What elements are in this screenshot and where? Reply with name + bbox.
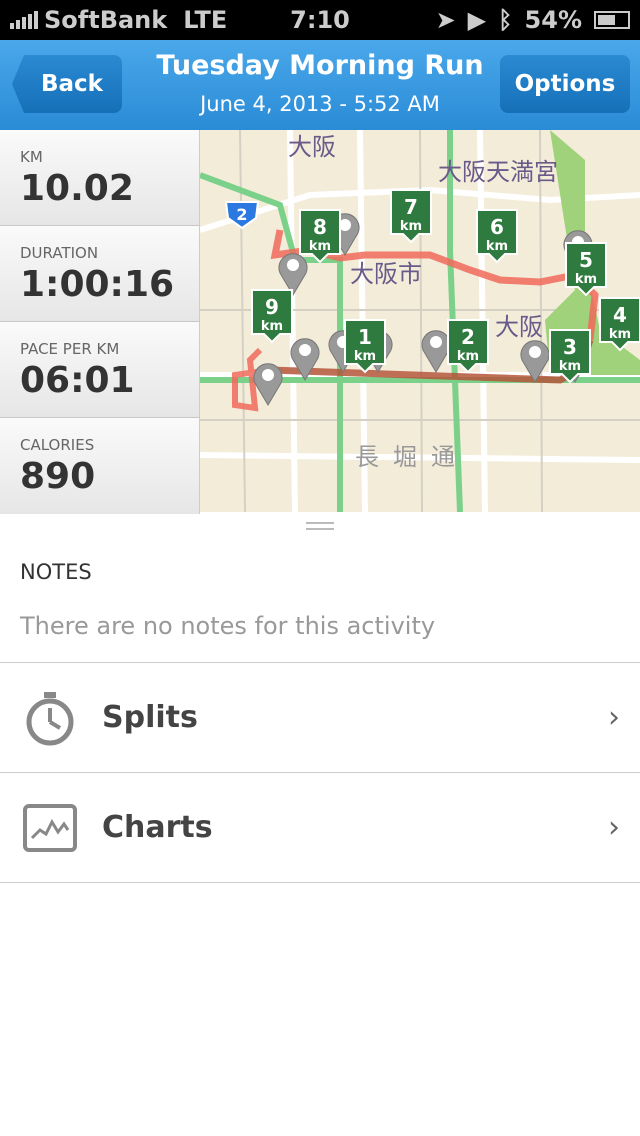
- stat-label: CALORIES: [20, 436, 95, 454]
- svg-text:4: 4: [613, 303, 627, 327]
- carrier: SoftBank: [44, 6, 168, 34]
- svg-text:km: km: [457, 349, 479, 364]
- map-label: 長堀通: [355, 443, 469, 471]
- stat-duration: DURATION 1:00:16: [0, 226, 200, 322]
- stat-pace: PACE PER KM 06:01: [0, 322, 200, 418]
- km-marker-5[interactable]: 5km: [565, 242, 607, 297]
- splits-label: Splits: [102, 700, 198, 735]
- svg-text:km: km: [609, 327, 631, 342]
- km-marker-1[interactable]: 1km: [344, 319, 386, 374]
- chevron-right-icon: ›: [608, 700, 620, 735]
- bluetooth-icon: ᛒ: [498, 6, 513, 34]
- back-button[interactable]: Back: [12, 55, 122, 113]
- km-marker-6[interactable]: 6km: [476, 209, 518, 264]
- map-label: 大阪: [288, 133, 336, 161]
- map-pin[interactable]: [290, 338, 320, 381]
- svg-text:km: km: [261, 319, 283, 334]
- stat-value: 06:01: [20, 360, 135, 401]
- map-pin[interactable]: [278, 253, 308, 296]
- chart-icon: [23, 803, 77, 852]
- km-marker-3[interactable]: 3km: [549, 329, 591, 384]
- map-pin[interactable]: [421, 330, 451, 373]
- km-marker-8[interactable]: 8km: [299, 209, 341, 264]
- nav-bar: Back Tuesday Morning Run June 4, 2013 - …: [0, 40, 640, 130]
- chevron-right-icon: ›: [608, 810, 620, 845]
- map-label: 大阪: [495, 313, 543, 341]
- page-subtitle: June 4, 2013 - 5:52 AM: [200, 92, 440, 116]
- stat-distance: KM 10.02: [0, 130, 200, 226]
- notes-heading: NOTES: [20, 560, 92, 584]
- drag-handle[interactable]: [306, 522, 334, 530]
- map-pin[interactable]: [253, 363, 283, 406]
- battery-percent: 54%: [524, 6, 582, 34]
- km-marker-4[interactable]: 4km: [599, 297, 640, 352]
- svg-text:km: km: [575, 272, 597, 287]
- route-map[interactable]: 大阪 大阪天満宮 大阪市 大阪 長堀通 2 1 km 2 km 3 km 4 km 5 km 6 km…: [200, 130, 640, 512]
- svg-text:km: km: [559, 359, 581, 374]
- km-marker-9[interactable]: 9km: [251, 289, 293, 344]
- charts-row[interactable]: Charts ›: [0, 772, 640, 882]
- km-marker-7[interactable]: 7km: [390, 189, 432, 244]
- splits-row[interactable]: Splits ›: [0, 662, 640, 772]
- stat-value: 1:00:16: [20, 264, 175, 305]
- svg-text:3: 3: [563, 335, 577, 359]
- svg-text:7: 7: [404, 195, 418, 219]
- location-icon: ➤: [435, 6, 456, 34]
- stat-label: DURATION: [20, 244, 99, 262]
- network: LTE: [183, 6, 228, 34]
- map-label: 大阪天満宮: [438, 158, 558, 186]
- notes-text[interactable]: There are no notes for this activity: [20, 612, 436, 640]
- svg-text:2: 2: [236, 205, 247, 224]
- signal-icon: [10, 11, 38, 29]
- svg-text:km: km: [354, 349, 376, 364]
- stat-label: KM: [20, 148, 43, 166]
- stat-value: 10.02: [20, 168, 134, 209]
- stopwatch-icon: [26, 691, 74, 745]
- stat-label: PACE PER KM: [20, 340, 120, 358]
- svg-text:8: 8: [313, 215, 327, 239]
- svg-text:1: 1: [358, 325, 372, 349]
- highway-shield: 2: [224, 201, 260, 230]
- options-button[interactable]: Options: [500, 55, 630, 113]
- divider: [0, 882, 640, 883]
- svg-text:2: 2: [461, 325, 475, 349]
- battery-icon: [594, 11, 630, 29]
- map-pin[interactable]: [520, 340, 550, 383]
- km-marker-2[interactable]: 2km: [447, 319, 489, 374]
- svg-text:km: km: [486, 239, 508, 254]
- play-icon: ▶: [467, 6, 487, 34]
- svg-text:9: 9: [265, 295, 279, 319]
- page-title: Tuesday Morning Run: [156, 50, 484, 81]
- status-bar: SoftBank LTE 7:10 ➤ ▶ ᛒ 54%: [0, 0, 640, 40]
- svg-text:km: km: [400, 219, 422, 234]
- charts-label: Charts: [102, 810, 213, 845]
- svg-text:5: 5: [579, 248, 593, 272]
- stat-calories: CALORIES 890: [0, 418, 200, 514]
- svg-text:km: km: [309, 239, 331, 254]
- stats-panel: KM 10.02 DURATION 1:00:16 PACE PER KM 06:01…: [0, 130, 200, 514]
- stat-value: 890: [20, 456, 96, 497]
- map-label: 大阪市: [350, 260, 422, 288]
- svg-text:6: 6: [490, 215, 504, 239]
